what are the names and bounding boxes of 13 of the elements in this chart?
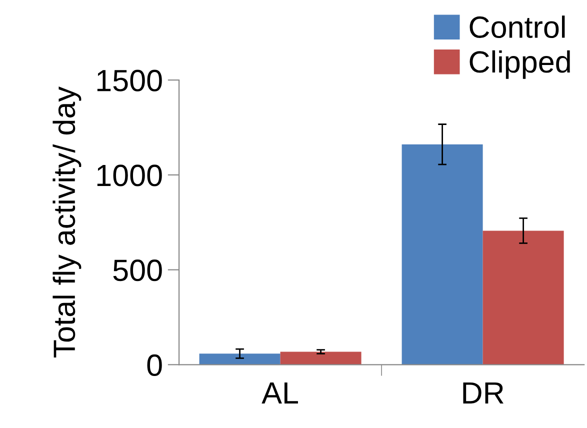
bar [482, 230, 564, 365]
legend-label: Control [470, 16, 565, 38]
y-tick-label: 0 [147, 354, 162, 376]
y-tick-label: 500 [113, 260, 162, 282]
y-tick-label: 1500 [97, 70, 162, 92]
y-tick-label: 1000 [97, 164, 162, 186]
legend-label: Clipped [470, 50, 570, 79]
bar [199, 354, 280, 365]
x-tick-label: AL [262, 382, 298, 404]
x-tick-label: DR [463, 382, 504, 404]
bar [402, 144, 483, 365]
y-axis-title: Total fly activity/ day [52, 86, 82, 358]
bar [280, 352, 362, 365]
